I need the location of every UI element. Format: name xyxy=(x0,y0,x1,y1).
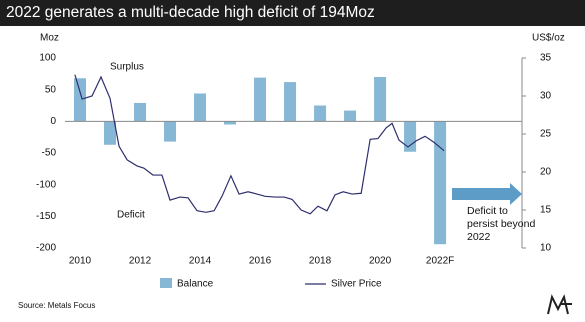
bar xyxy=(284,82,297,122)
bar xyxy=(164,121,177,142)
y2-axis-label: US$/oz xyxy=(532,33,565,44)
legend-swatch xyxy=(160,278,172,288)
legend-label: Silver Price xyxy=(331,279,382,290)
y-tick-label: -200 xyxy=(36,243,56,254)
y-tick-label: -100 xyxy=(36,179,56,190)
x-tick-label: 2022F xyxy=(426,256,454,267)
y2-tick-label: 20 xyxy=(540,167,552,178)
bar xyxy=(374,77,387,122)
legend-label: Balance xyxy=(177,279,214,290)
bar xyxy=(104,121,117,145)
bar xyxy=(434,121,447,245)
bar xyxy=(224,121,237,125)
x-tick-label: 2020 xyxy=(369,256,392,267)
logo xyxy=(547,294,572,315)
y2-tick-label: 30 xyxy=(540,91,552,102)
x-tick-label: 2012 xyxy=(129,256,152,267)
y2-tick-label: 35 xyxy=(540,53,552,64)
y-tick-label: 0 xyxy=(50,116,56,127)
y2-tick-label: 25 xyxy=(540,129,552,140)
line xyxy=(74,74,445,215)
annotation: Surplus xyxy=(110,62,144,73)
bar xyxy=(344,110,357,122)
annotation: Deficit xyxy=(117,210,145,221)
bar xyxy=(314,105,327,122)
y2-tick-label: 15 xyxy=(540,205,552,216)
y-tick-label: -150 xyxy=(36,211,56,222)
arrow xyxy=(452,183,522,205)
y-tick-label: 100 xyxy=(39,53,56,64)
x-tick-label: 2018 xyxy=(309,256,332,267)
y-axis-label: Moz xyxy=(40,33,59,44)
y-tick-label: 50 xyxy=(45,84,57,95)
title: 2022 generates a multi-decade high defic… xyxy=(0,0,585,26)
bar xyxy=(74,78,87,122)
annotation: Deficit to persist beyond 2022 xyxy=(467,205,536,243)
source: Source: Metals Focus xyxy=(18,301,95,310)
x-tick-label: 2014 xyxy=(189,256,212,267)
y2-tick-label: 10 xyxy=(540,243,552,254)
bar xyxy=(404,121,417,152)
x-tick-label: 2016 xyxy=(249,256,272,267)
bar xyxy=(254,77,267,122)
x-tick-label: 2010 xyxy=(69,256,92,267)
y-tick-label: -50 xyxy=(42,148,57,159)
bar xyxy=(134,102,147,122)
bar xyxy=(194,93,207,122)
